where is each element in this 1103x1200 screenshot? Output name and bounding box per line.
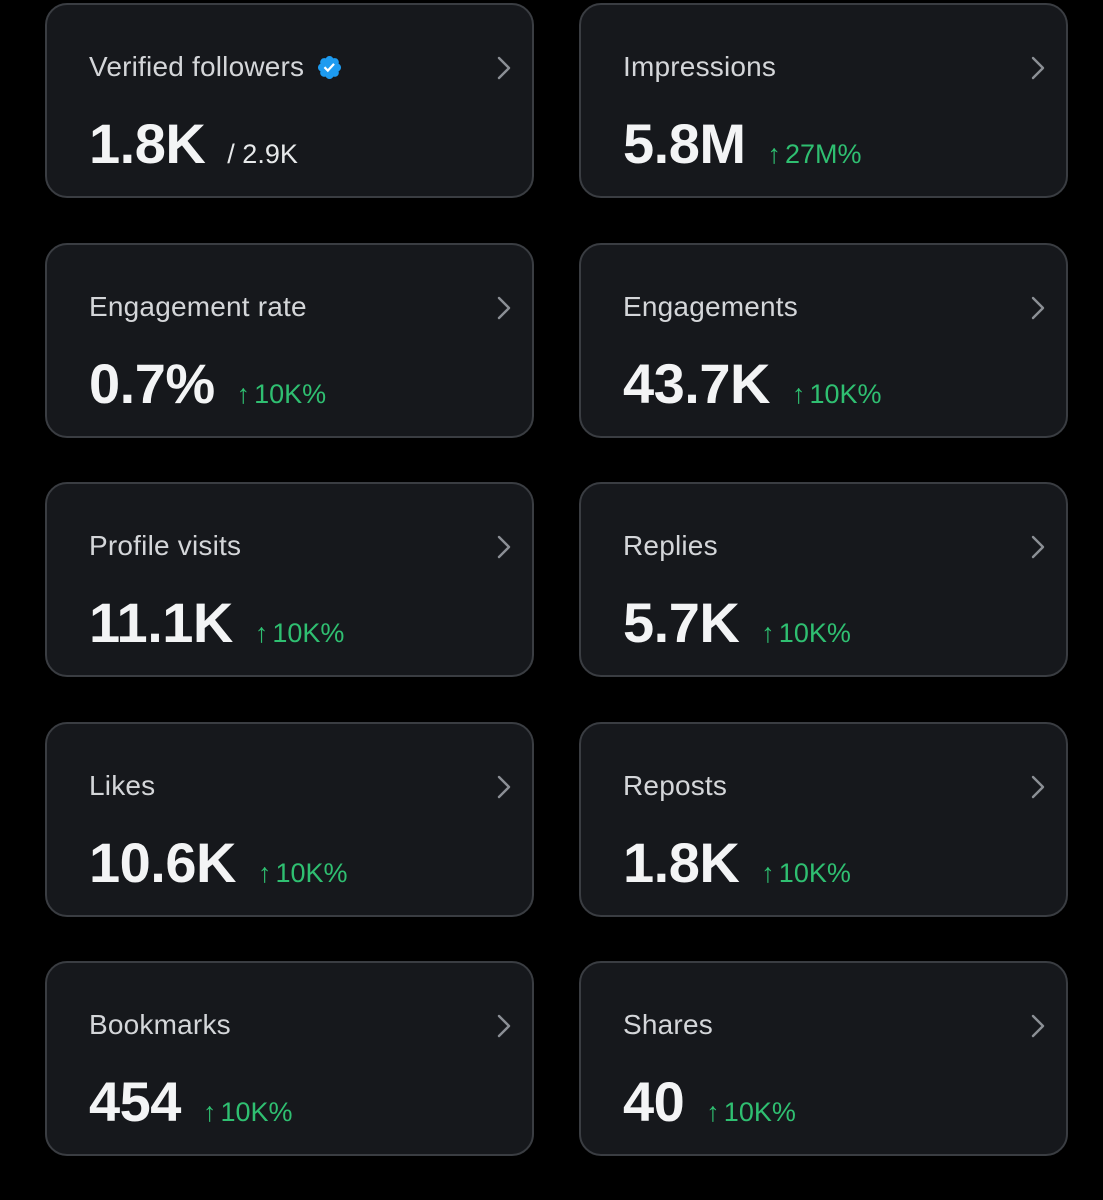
metric-card-shares[interactable]: Shares 40 ↑ 10K% [579, 961, 1068, 1156]
verified-badge-icon [318, 55, 342, 79]
metric-row: 0.7% ↑ 10K% [89, 351, 326, 416]
chevron-right-icon[interactable] [496, 55, 512, 81]
arrow-up-icon: ↑ [254, 618, 269, 648]
arrow-up-icon: ↑ [236, 379, 251, 409]
metric-card-profile-visits[interactable]: Profile visits 11.1K ↑ 10K% [45, 482, 534, 677]
metric-total: / 2.9K [227, 139, 298, 169]
change-percent: 10K% [778, 858, 851, 888]
change-percent: 10K% [275, 858, 348, 888]
card-title: Likes [89, 770, 156, 801]
metric-value: 5.8M [623, 112, 746, 175]
arrow-up-icon: ↑ [791, 379, 806, 409]
metric-change: ↑ 10K% [237, 379, 327, 410]
chevron-right-icon[interactable] [496, 774, 512, 800]
card-title: Reposts [623, 770, 728, 801]
metric-row: 1.8K ↑ 10K% [623, 830, 851, 895]
card-title: Impressions [623, 51, 777, 82]
chevron-right-icon[interactable] [496, 534, 512, 560]
arrow-up-icon: ↑ [761, 618, 775, 648]
chevron-right-icon[interactable] [1030, 534, 1046, 560]
metric-value: 43.7K [623, 352, 770, 415]
metric-card-reposts[interactable]: Reposts 1.8K ↑ 10K% [579, 722, 1068, 917]
metric-value: 1.8K [89, 112, 206, 175]
metric-value: 454 [89, 1070, 181, 1133]
card-title-wrap: Verified followers [89, 51, 343, 83]
change-percent: 27M% [785, 139, 862, 169]
change-percent: 10K% [254, 379, 327, 409]
card-title: Bookmarks [89, 1009, 231, 1040]
metric-card-bookmarks[interactable]: Bookmarks 454 ↑ 10K% [45, 961, 534, 1156]
metric-card-replies[interactable]: Replies 5.7K ↑ 10K% [579, 482, 1068, 677]
metric-card-engagement-rate[interactable]: Engagement rate 0.7% ↑ 10K% [45, 243, 534, 438]
arrow-up-icon: ↑ [761, 858, 775, 888]
metric-change: ↑ 10K% [792, 379, 882, 410]
change-percent: 10K% [809, 379, 882, 409]
metric-value: 10.6K [89, 831, 236, 894]
metric-change: ↑ 10K% [761, 858, 851, 889]
chevron-right-icon[interactable] [1030, 55, 1046, 81]
chevron-right-icon[interactable] [1030, 1013, 1046, 1039]
card-title: Replies [623, 530, 718, 561]
metric-row: 40 ↑ 10K% [623, 1069, 796, 1134]
metric-change: ↑ 27M% [768, 139, 862, 170]
metric-row: 5.8M ↑ 27M% [623, 111, 862, 176]
metric-change: ↑ 10K% [706, 1097, 796, 1128]
metric-row: 11.1K ↑ 10K% [89, 590, 344, 655]
metric-value: 0.7% [89, 352, 215, 415]
change-percent: 10K% [220, 1097, 293, 1127]
metric-card-impressions[interactable]: Impressions 5.8M ↑ 27M% [579, 3, 1068, 198]
arrow-up-icon: ↑ [257, 858, 272, 888]
arrow-up-icon: ↑ [767, 139, 782, 169]
metric-change: ↑ 10K% [203, 1097, 293, 1128]
metric-value: 1.8K [623, 831, 740, 894]
metric-row: 5.7K ↑ 10K% [623, 590, 851, 655]
card-title: Engagement rate [89, 291, 307, 322]
metric-row: 454 ↑ 10K% [89, 1069, 293, 1134]
metric-value: 11.1K [89, 591, 233, 654]
card-title: Shares [623, 1009, 713, 1040]
arrow-up-icon: ↑ [202, 1097, 217, 1127]
change-percent: 10K% [272, 618, 345, 648]
metric-row: 1.8K / 2.9K [89, 111, 298, 176]
chevron-right-icon[interactable] [1030, 295, 1046, 321]
chevron-right-icon[interactable] [496, 295, 512, 321]
chevron-right-icon[interactable] [1030, 774, 1046, 800]
change-percent: 10K% [723, 1097, 796, 1127]
metric-value: 5.7K [623, 591, 740, 654]
arrow-up-icon: ↑ [706, 1097, 720, 1127]
metric-card-verified-followers[interactable]: Verified followers 1.8K / 2.9K [45, 3, 534, 198]
card-title: Engagements [623, 291, 798, 322]
metric-card-likes[interactable]: Likes 10.6K ↑ 10K% [45, 722, 534, 917]
card-title: Verified followers [89, 51, 305, 82]
metric-change: ↑ 10K% [258, 858, 348, 889]
metric-change: ↑ 10K% [761, 618, 851, 649]
metric-row: 10.6K ↑ 10K% [89, 830, 348, 895]
chevron-right-icon[interactable] [496, 1013, 512, 1039]
metric-card-engagements[interactable]: Engagements 43.7K ↑ 10K% [579, 243, 1068, 438]
metric-change: ↑ 10K% [255, 618, 345, 649]
change-percent: 10K% [778, 618, 851, 648]
metric-value: 40 [623, 1070, 685, 1133]
metric-row: 43.7K ↑ 10K% [623, 351, 882, 416]
card-title: Profile visits [89, 530, 242, 561]
